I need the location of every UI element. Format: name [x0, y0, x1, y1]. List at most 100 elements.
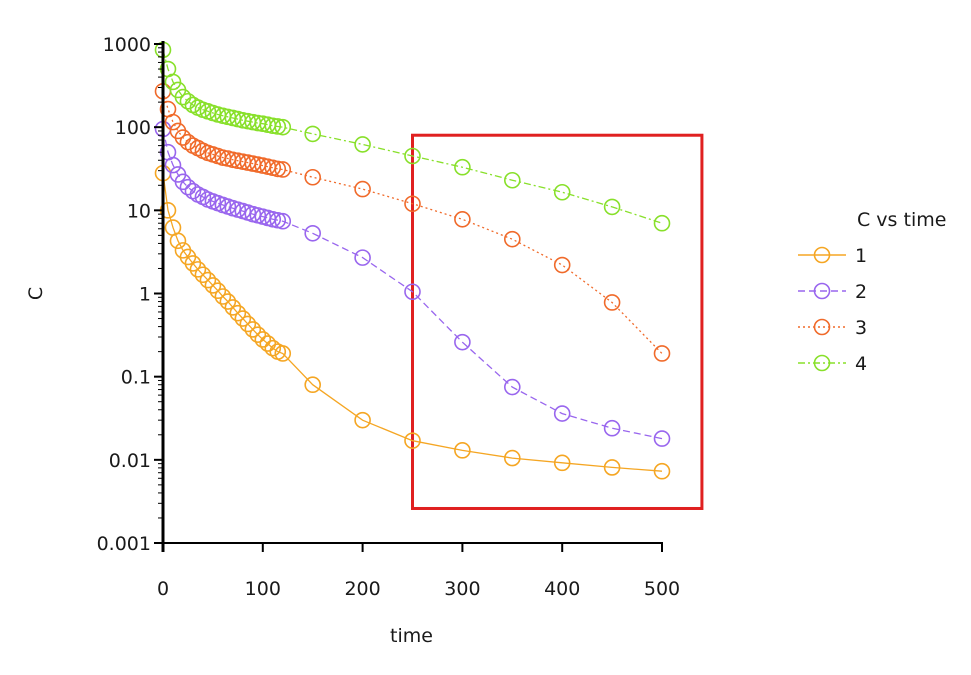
series-2-line [162, 128, 663, 440]
series-4-point-30 [553, 183, 571, 201]
series-1-point-9 [199, 271, 217, 289]
series-1-point-3 [169, 232, 187, 250]
series-1-point-17 [239, 315, 257, 333]
series-1 [154, 164, 671, 480]
series-1-point-19 [249, 326, 267, 343]
legend-item-2: 2 [798, 281, 867, 303]
series-4-point-31 [603, 198, 621, 216]
highlight-box [411, 133, 704, 510]
series-1-point-29 [503, 449, 521, 467]
axes-layer: 0 100 200 300 400 500 0.001 0.01 0.1 1 10 100 1000 ti… [25, 34, 680, 647]
series-3-point-23 [269, 160, 287, 178]
series-2-point-15 [229, 201, 247, 218]
series-1-point-11 [209, 282, 227, 300]
legend-swatch-marker [813, 282, 831, 300]
series-2-point-26 [354, 249, 371, 266]
series-2-point-31 [603, 419, 621, 437]
legend-item-4: 4 [798, 353, 867, 375]
series-4-point-28 [454, 158, 471, 176]
series-4-point-32 [653, 214, 671, 232]
series-1-point-24 [274, 345, 292, 362]
series-3-point-4 [174, 129, 192, 146]
series-2-point-30 [553, 405, 571, 422]
series-1-point-25 [304, 376, 322, 394]
legend-label: 2 [855, 281, 867, 303]
x-tick-label: 500 [644, 578, 680, 600]
legend-label: 4 [855, 353, 867, 375]
x-tick-label: 0 [157, 578, 169, 600]
legend-swatch-marker [813, 318, 831, 336]
legend-label: 1 [855, 245, 867, 267]
series-1-point-21 [259, 335, 277, 352]
series-1-point-16 [234, 310, 252, 327]
x-tick-label: 100 [245, 578, 281, 600]
legend-label: 3 [855, 317, 867, 339]
series-1-point-6 [184, 255, 202, 272]
series-2-point-24 [274, 212, 292, 230]
series-2-point-29 [503, 378, 521, 396]
x-tick-label: 400 [544, 578, 580, 600]
series-4-point-27 [404, 147, 421, 165]
series-4-point-22 [264, 117, 282, 135]
series-2-point-25 [304, 224, 322, 242]
series-1-point-18 [244, 321, 262, 338]
y-tick-label: 0.001 [97, 533, 151, 555]
series-1-point-20 [254, 331, 272, 348]
series-4-point-29 [503, 171, 521, 189]
series-1-point-12 [214, 288, 232, 305]
y-tick-label: 1000 [103, 34, 151, 56]
series-1-point-13 [219, 293, 237, 310]
highlight-layer [411, 133, 704, 510]
series-4-point-23 [269, 118, 287, 135]
series-4-point-24 [274, 118, 292, 136]
series-2-point-28 [454, 333, 471, 351]
series-3-point-2 [164, 113, 182, 131]
series-3-point-32 [653, 345, 671, 362]
series-1-point-22 [264, 339, 282, 357]
series-3-line [162, 91, 663, 354]
legend-swatch-marker [813, 246, 831, 264]
series-3-point-26 [354, 180, 371, 198]
series-1-point-7 [189, 261, 207, 278]
series-1-point-28 [454, 442, 471, 459]
series-3-point-5 [179, 133, 197, 151]
series-1-point-32 [653, 462, 671, 480]
legend-swatch-marker [813, 354, 831, 372]
series-3-point-24 [274, 161, 292, 178]
series-2-point-4 [174, 173, 192, 191]
y-tick-label: 10 [127, 200, 151, 222]
x-tick-label: 200 [344, 578, 380, 600]
series-3-point-29 [503, 230, 521, 248]
series-3 [154, 82, 671, 362]
series-2-point-27 [404, 283, 421, 301]
x-axis-title: time [390, 625, 433, 647]
series-1-point-31 [603, 459, 621, 476]
series-1-point-26 [354, 411, 371, 429]
series-1-point-14 [224, 299, 242, 316]
legend-item-1: 1 [798, 245, 867, 267]
series-2-point-32 [653, 430, 671, 447]
series-1-point-27 [404, 432, 421, 449]
series-3-point-28 [454, 211, 471, 228]
legend-item-3: 3 [798, 317, 867, 339]
series-3-point-31 [603, 294, 621, 311]
series-4-point-25 [304, 125, 322, 143]
y-tick-label: 0.01 [109, 450, 151, 472]
series-1-point-8 [194, 266, 212, 284]
legend: C vs time 1 2 3 4 [798, 209, 946, 375]
series-4-point-26 [354, 136, 371, 153]
series-3-point-25 [304, 168, 322, 186]
y-tick-label: 0.1 [121, 367, 151, 389]
series-2 [154, 120, 671, 447]
y-tick-label: 100 [115, 117, 151, 139]
series-4-line [162, 49, 663, 224]
x-tick-label: 300 [444, 578, 480, 600]
series-3-point-30 [553, 256, 571, 274]
series-4-point-2 [164, 73, 182, 91]
series-1-point-30 [553, 454, 571, 472]
y-tick-label: 1 [139, 284, 151, 306]
series-1-point-10 [204, 277, 222, 294]
series-3-point-27 [404, 195, 421, 213]
legend-title: C vs time [857, 209, 946, 231]
